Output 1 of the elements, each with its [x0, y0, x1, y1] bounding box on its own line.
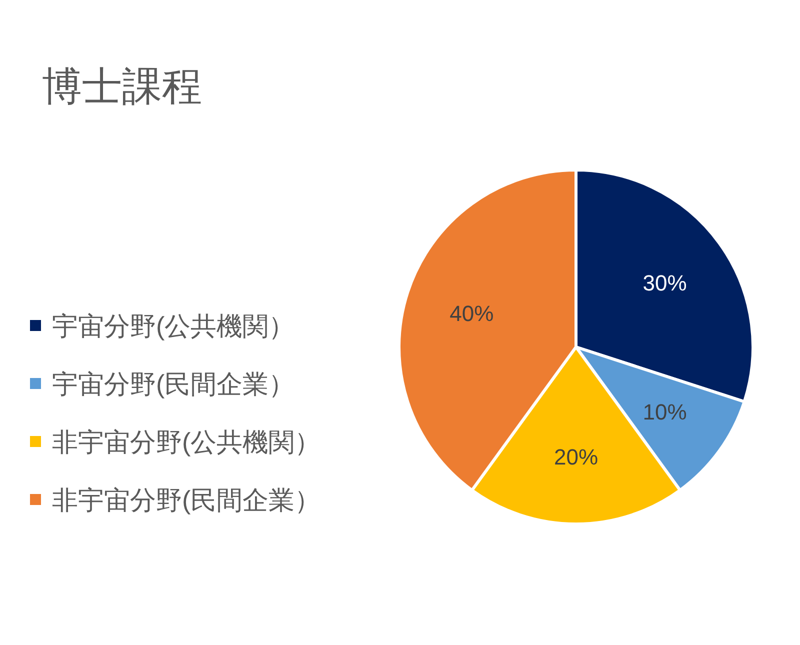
- title: 博士課程: [42, 65, 202, 109]
